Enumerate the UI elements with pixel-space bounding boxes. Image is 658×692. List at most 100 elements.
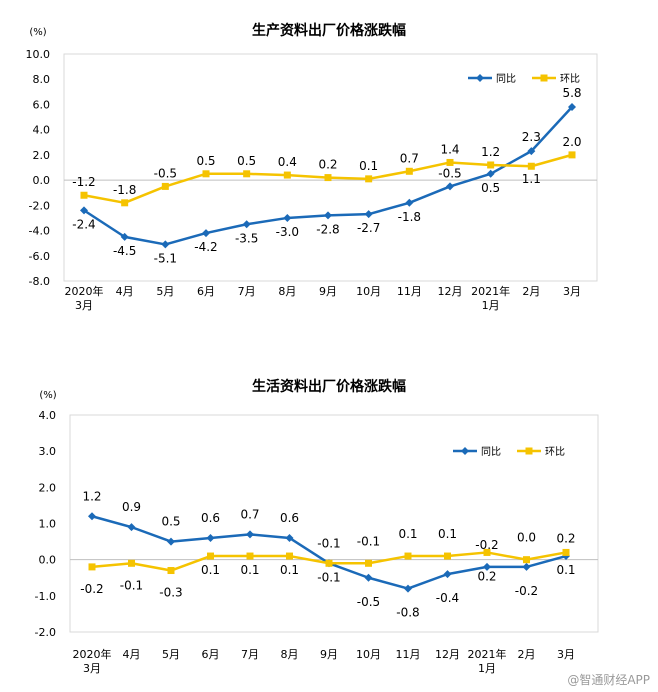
data-point-同比 bbox=[167, 537, 175, 546]
data-label-环比: 1.2 bbox=[481, 145, 500, 159]
data-label-环比: -0.1 bbox=[317, 570, 340, 584]
data-label-同比: 1.2 bbox=[82, 489, 101, 503]
data-label-同比: -3.0 bbox=[276, 225, 299, 239]
x-tick-label: 3月 bbox=[83, 662, 101, 675]
data-point-环比 bbox=[202, 170, 210, 178]
data-label-同比: -0.2 bbox=[475, 538, 498, 552]
data-point-同比 bbox=[285, 533, 294, 542]
data-point-同比 bbox=[80, 206, 88, 215]
data-point-环比 bbox=[483, 548, 491, 556]
y-tick-label: 0.0 bbox=[33, 174, 51, 187]
x-tick-label: 3月 bbox=[563, 285, 581, 298]
y-tick-label: 6.0 bbox=[33, 98, 51, 111]
data-label-环比: 0.4 bbox=[278, 155, 297, 169]
data-point-同比 bbox=[404, 584, 412, 593]
x-tick-label: 4月 bbox=[116, 285, 134, 298]
x-tick-label: 8月 bbox=[278, 285, 296, 298]
data-point-环比 bbox=[283, 171, 291, 179]
x-tick-label: 12月 bbox=[438, 285, 463, 298]
data-label-同比: 0.1 bbox=[556, 563, 575, 577]
x-tick-label: 5月 bbox=[156, 285, 174, 298]
data-point-同比 bbox=[405, 198, 414, 207]
data-point-环比 bbox=[324, 174, 332, 182]
data-label-环比: -0.1 bbox=[357, 534, 380, 548]
x-tick-label: 11月 bbox=[397, 285, 422, 298]
data-point-同比 bbox=[120, 232, 129, 241]
data-point-环比 bbox=[207, 552, 214, 560]
x-tick-label: 7月 bbox=[238, 285, 256, 298]
data-point-同比 bbox=[246, 530, 254, 539]
x-tick-label: 11月 bbox=[396, 648, 421, 661]
data-point-环比 bbox=[405, 167, 413, 175]
data-point-同比 bbox=[88, 512, 96, 521]
data-label-同比: 0.9 bbox=[122, 500, 141, 514]
x-tick-label: 1月 bbox=[482, 299, 500, 312]
consumer-goods-chart: 生活资料出厂价格涨跌幅 (%) 4.0 3.0 2.0 1.0 0.0 -1.0 -2.0 202… bbox=[35, 378, 599, 675]
y-tick-label: 0.0 bbox=[39, 554, 57, 567]
data-label-环比: 0.1 bbox=[438, 527, 457, 541]
data-label-环比: -0.5 bbox=[154, 166, 177, 180]
y-tick-label: 4.0 bbox=[39, 409, 57, 422]
data-point-同比 bbox=[283, 213, 292, 222]
data-point-同比 bbox=[527, 147, 536, 156]
data-label-环比: 0.2 bbox=[477, 569, 496, 583]
data-point-环比 bbox=[568, 151, 576, 159]
data-label-同比: 2.3 bbox=[522, 130, 541, 144]
data-label-环比: 0.0 bbox=[517, 531, 536, 545]
data-label-环比: 1.4 bbox=[440, 142, 459, 156]
data-point-环比 bbox=[286, 552, 293, 560]
x-tick-label: 2020年 bbox=[73, 647, 112, 661]
data-label-环比: -1.2 bbox=[72, 175, 95, 189]
data-label-环比: -1.8 bbox=[113, 183, 136, 197]
data-point-同比 bbox=[364, 210, 373, 219]
y-tick-label: 4.0 bbox=[33, 124, 51, 137]
data-point-环比 bbox=[243, 170, 251, 178]
data-point-环比 bbox=[121, 199, 129, 207]
data-label-环比: 0.1 bbox=[359, 159, 378, 173]
x-tick-label: 1月 bbox=[478, 662, 496, 675]
y-axis-unit-label: (%) bbox=[39, 390, 56, 401]
data-point-同比 bbox=[443, 570, 452, 579]
production-materials-chart: 生产资料出厂价格涨跌幅 (%) 10.0 8.0 6.0 4.0 2.0 0.0 -2.0 -4.… bbox=[26, 22, 598, 312]
legend-marker bbox=[476, 74, 484, 82]
chart-title: 生活资料出厂价格涨跌幅 bbox=[252, 378, 406, 395]
data-point-同比 bbox=[483, 562, 491, 571]
data-point-同比 bbox=[446, 182, 454, 191]
data-point-同比 bbox=[522, 562, 531, 571]
data-label-同比: -3.5 bbox=[235, 231, 258, 245]
data-label-同比: -0.2 bbox=[515, 584, 538, 598]
y-tick-label: 1.0 bbox=[39, 518, 57, 531]
x-tick-label: 10月 bbox=[356, 648, 381, 661]
legend-marker bbox=[525, 447, 533, 455]
data-label-环比: 0.1 bbox=[398, 527, 417, 541]
x-tick-label: 3月 bbox=[75, 299, 93, 312]
y-tick-label: 8.0 bbox=[33, 73, 51, 86]
data-label-同比: 0.6 bbox=[280, 511, 299, 525]
data-label-环比: 2.0 bbox=[562, 135, 581, 149]
y-tick-label: -4.0 bbox=[29, 225, 50, 238]
data-label-同比: 5.8 bbox=[562, 86, 581, 100]
data-label-环比: 0.5 bbox=[237, 154, 256, 168]
data-label-环比: -0.3 bbox=[159, 586, 182, 600]
x-tick-label: 2021年 bbox=[468, 647, 507, 661]
y-tick-label: 10.0 bbox=[26, 48, 51, 61]
data-point-环比 bbox=[325, 559, 333, 567]
data-label-同比: 0.5 bbox=[481, 181, 500, 195]
data-point-环比 bbox=[246, 552, 254, 560]
x-tick-label: 10月 bbox=[356, 285, 381, 298]
data-point-环比 bbox=[80, 191, 88, 199]
data-point-同比 bbox=[161, 240, 170, 249]
data-label-同比: -2.7 bbox=[357, 221, 380, 235]
legend-label-环比: 环比 bbox=[545, 446, 565, 458]
data-point-环比 bbox=[404, 552, 412, 560]
y-axis-unit-label: (%) bbox=[29, 27, 46, 38]
plot-area-frame bbox=[69, 414, 599, 633]
y-tick-label: 2.0 bbox=[33, 149, 51, 162]
data-point-环比 bbox=[444, 552, 451, 560]
data-point-同比 bbox=[242, 220, 251, 229]
x-tick-label: 2月 bbox=[522, 285, 540, 298]
data-label-环比: 1.1 bbox=[522, 172, 541, 186]
data-label-同比: -4.2 bbox=[194, 240, 217, 254]
x-tick-label: 9月 bbox=[320, 648, 338, 661]
y-tick-label: 3.0 bbox=[39, 445, 57, 458]
